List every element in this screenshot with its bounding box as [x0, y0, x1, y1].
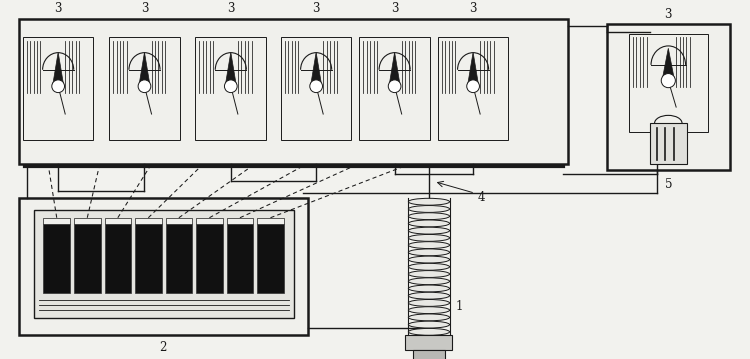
- Circle shape: [224, 80, 237, 93]
- Circle shape: [138, 80, 151, 93]
- Bar: [359, 37, 430, 140]
- Ellipse shape: [408, 292, 449, 299]
- Ellipse shape: [408, 307, 449, 314]
- Polygon shape: [310, 52, 322, 86]
- Bar: [135, 218, 162, 224]
- Polygon shape: [139, 52, 150, 86]
- Text: 4: 4: [478, 191, 485, 204]
- Polygon shape: [225, 52, 236, 86]
- Polygon shape: [467, 52, 478, 86]
- Ellipse shape: [408, 285, 449, 292]
- Circle shape: [662, 74, 675, 88]
- Bar: [196, 37, 266, 140]
- Text: 3: 3: [313, 2, 320, 15]
- Bar: [166, 218, 192, 224]
- Ellipse shape: [408, 271, 449, 278]
- Bar: [44, 218, 70, 224]
- Bar: [226, 218, 254, 224]
- Ellipse shape: [408, 234, 449, 241]
- Bar: [19, 198, 308, 335]
- Bar: [406, 335, 452, 350]
- Ellipse shape: [408, 278, 449, 285]
- Ellipse shape: [408, 249, 449, 256]
- Ellipse shape: [408, 220, 449, 227]
- Bar: [135, 224, 162, 293]
- Text: 5: 5: [664, 177, 672, 191]
- Ellipse shape: [408, 206, 449, 213]
- Ellipse shape: [408, 256, 449, 263]
- Bar: [34, 210, 293, 318]
- Bar: [608, 24, 730, 170]
- Ellipse shape: [408, 264, 449, 270]
- Bar: [74, 224, 100, 293]
- Bar: [413, 350, 445, 359]
- Text: 3: 3: [470, 2, 477, 15]
- Bar: [166, 224, 192, 293]
- Text: 3: 3: [664, 8, 672, 20]
- Bar: [257, 224, 284, 293]
- Ellipse shape: [408, 213, 449, 220]
- Circle shape: [52, 80, 64, 93]
- Bar: [257, 218, 284, 224]
- Bar: [110, 37, 180, 140]
- Polygon shape: [389, 52, 400, 86]
- Bar: [650, 123, 687, 164]
- Text: 3: 3: [227, 2, 235, 15]
- Ellipse shape: [408, 328, 449, 335]
- Bar: [438, 37, 509, 140]
- Text: 3: 3: [391, 2, 398, 15]
- Ellipse shape: [408, 314, 449, 321]
- Circle shape: [310, 80, 322, 93]
- Bar: [226, 224, 254, 293]
- Ellipse shape: [408, 198, 449, 205]
- Bar: [280, 37, 352, 140]
- Bar: [74, 218, 100, 224]
- Bar: [196, 224, 223, 293]
- Ellipse shape: [408, 242, 449, 248]
- Polygon shape: [53, 52, 64, 86]
- Text: 2: 2: [160, 341, 166, 354]
- Circle shape: [466, 80, 479, 93]
- Circle shape: [388, 80, 401, 93]
- Ellipse shape: [408, 321, 449, 328]
- Text: 3: 3: [141, 2, 148, 15]
- Bar: [104, 224, 131, 293]
- Bar: [22, 37, 94, 140]
- Bar: [104, 218, 131, 224]
- Text: 3: 3: [55, 2, 62, 15]
- Ellipse shape: [408, 227, 449, 234]
- Polygon shape: [662, 48, 674, 81]
- Ellipse shape: [408, 299, 449, 306]
- Bar: [19, 19, 568, 164]
- Bar: [196, 218, 223, 224]
- Text: 1: 1: [455, 299, 463, 313]
- Bar: [44, 224, 70, 293]
- Bar: [629, 33, 707, 132]
